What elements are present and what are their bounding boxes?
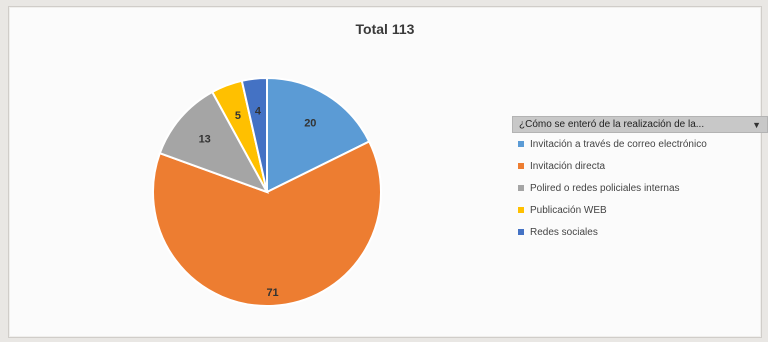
data-label-3: 5: [235, 110, 241, 122]
chart-panel: Total 113: [8, 6, 762, 338]
legend-label: Redes sociales: [530, 226, 598, 238]
data-label-1: 71: [266, 287, 278, 299]
legend-swatch: [518, 141, 524, 147]
legend-header-label: ¿Cómo se enteró de la realización de la.…: [519, 119, 705, 130]
legend-item: Redes sociales: [512, 221, 768, 243]
legend-swatch: [518, 163, 524, 169]
legend: ¿Cómo se enteró de la realización de la.…: [512, 116, 768, 243]
legend-label: Invitación a través de correo electrónic…: [530, 138, 707, 150]
legend-label: Polired o redes policiales internas: [530, 182, 680, 194]
legend-label: Invitación directa: [530, 160, 606, 172]
chevron-down-icon: ▼: [752, 119, 761, 130]
chart-title: Total 113: [355, 21, 415, 37]
legend-label: Publicación WEB: [530, 204, 607, 216]
pie-slice-4: [240, 76, 268, 193]
legend-swatch: [518, 185, 524, 191]
legend-item: Polired o redes policiales internas: [512, 177, 768, 199]
pie-slice-1: [152, 140, 382, 307]
data-label-2: 13: [199, 134, 211, 146]
pie-slice-0: [266, 76, 371, 194]
legend-swatch: [518, 207, 524, 213]
legend-items: Invitación a través de correo electrónic…: [512, 133, 768, 243]
data-label-0: 20: [304, 117, 316, 129]
pie-slice-2: [158, 90, 270, 194]
data-label-4: 4: [255, 105, 262, 117]
legend-item: Publicación WEB: [512, 199, 768, 221]
legend-item: Invitación directa: [512, 155, 768, 177]
legend-swatch: [518, 229, 524, 235]
legend-filter-dropdown[interactable]: ¿Cómo se enteró de la realización de la.…: [512, 116, 768, 133]
legend-item: Invitación a través de correo electrónic…: [512, 133, 768, 155]
